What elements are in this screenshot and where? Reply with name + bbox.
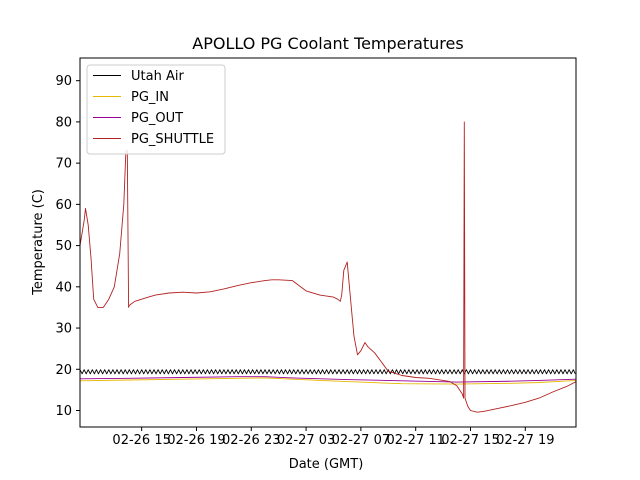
x-tick-label: 02-27 11 — [386, 433, 444, 448]
legend-label-pg-out: PG_OUT — [131, 111, 183, 126]
chart-title: APOLLO PG Coolant Temperatures — [192, 34, 463, 53]
y-tick-label: 80 — [55, 115, 72, 130]
y-tick-label: 20 — [55, 363, 72, 378]
y-tick-label: 90 — [55, 74, 72, 89]
x-tick-label: 02-27 07 — [332, 433, 390, 448]
x-tick-label: 02-27 03 — [277, 433, 335, 448]
series-line-pg-shuttle — [80, 121, 576, 413]
legend-frame — [86, 64, 226, 155]
y-axis-label: Temperature (C) — [31, 189, 46, 296]
x-axis-label: Date (GMT) — [289, 457, 364, 472]
x-tick-label: 02-27 15 — [441, 433, 499, 448]
legend-label-pg-in: PG_IN — [131, 90, 169, 105]
x-tick-label: 02-27 19 — [496, 433, 554, 448]
y-tick-label: 60 — [55, 198, 72, 213]
y-tick-label: 70 — [55, 157, 72, 172]
series-line-utah-air — [80, 369, 576, 375]
series-layer — [80, 121, 576, 413]
y-tick-label: 10 — [55, 404, 72, 419]
y-axis: 10 20 30 40 50 60 70 80 90 — [55, 74, 80, 419]
y-tick-label: 30 — [55, 322, 72, 337]
x-tick-label: 02-26 19 — [167, 433, 225, 448]
x-tick-label: 02-26 23 — [222, 433, 280, 448]
series-line-pg-in — [80, 377, 576, 385]
plot-area-frame — [79, 57, 577, 428]
y-tick-label: 50 — [55, 239, 72, 254]
x-tick-label: 02-26 15 — [112, 433, 170, 448]
legend-label-utah-air: Utah Air — [131, 69, 184, 84]
legend-label-pg-shuttle: PG_SHUTTLE — [131, 132, 214, 147]
legend: Utah Air PG_IN PG_OUT PG_SHUTTLE — [86, 64, 226, 155]
series-line-pg-out — [80, 376, 576, 383]
y-tick-label: 40 — [55, 280, 72, 295]
